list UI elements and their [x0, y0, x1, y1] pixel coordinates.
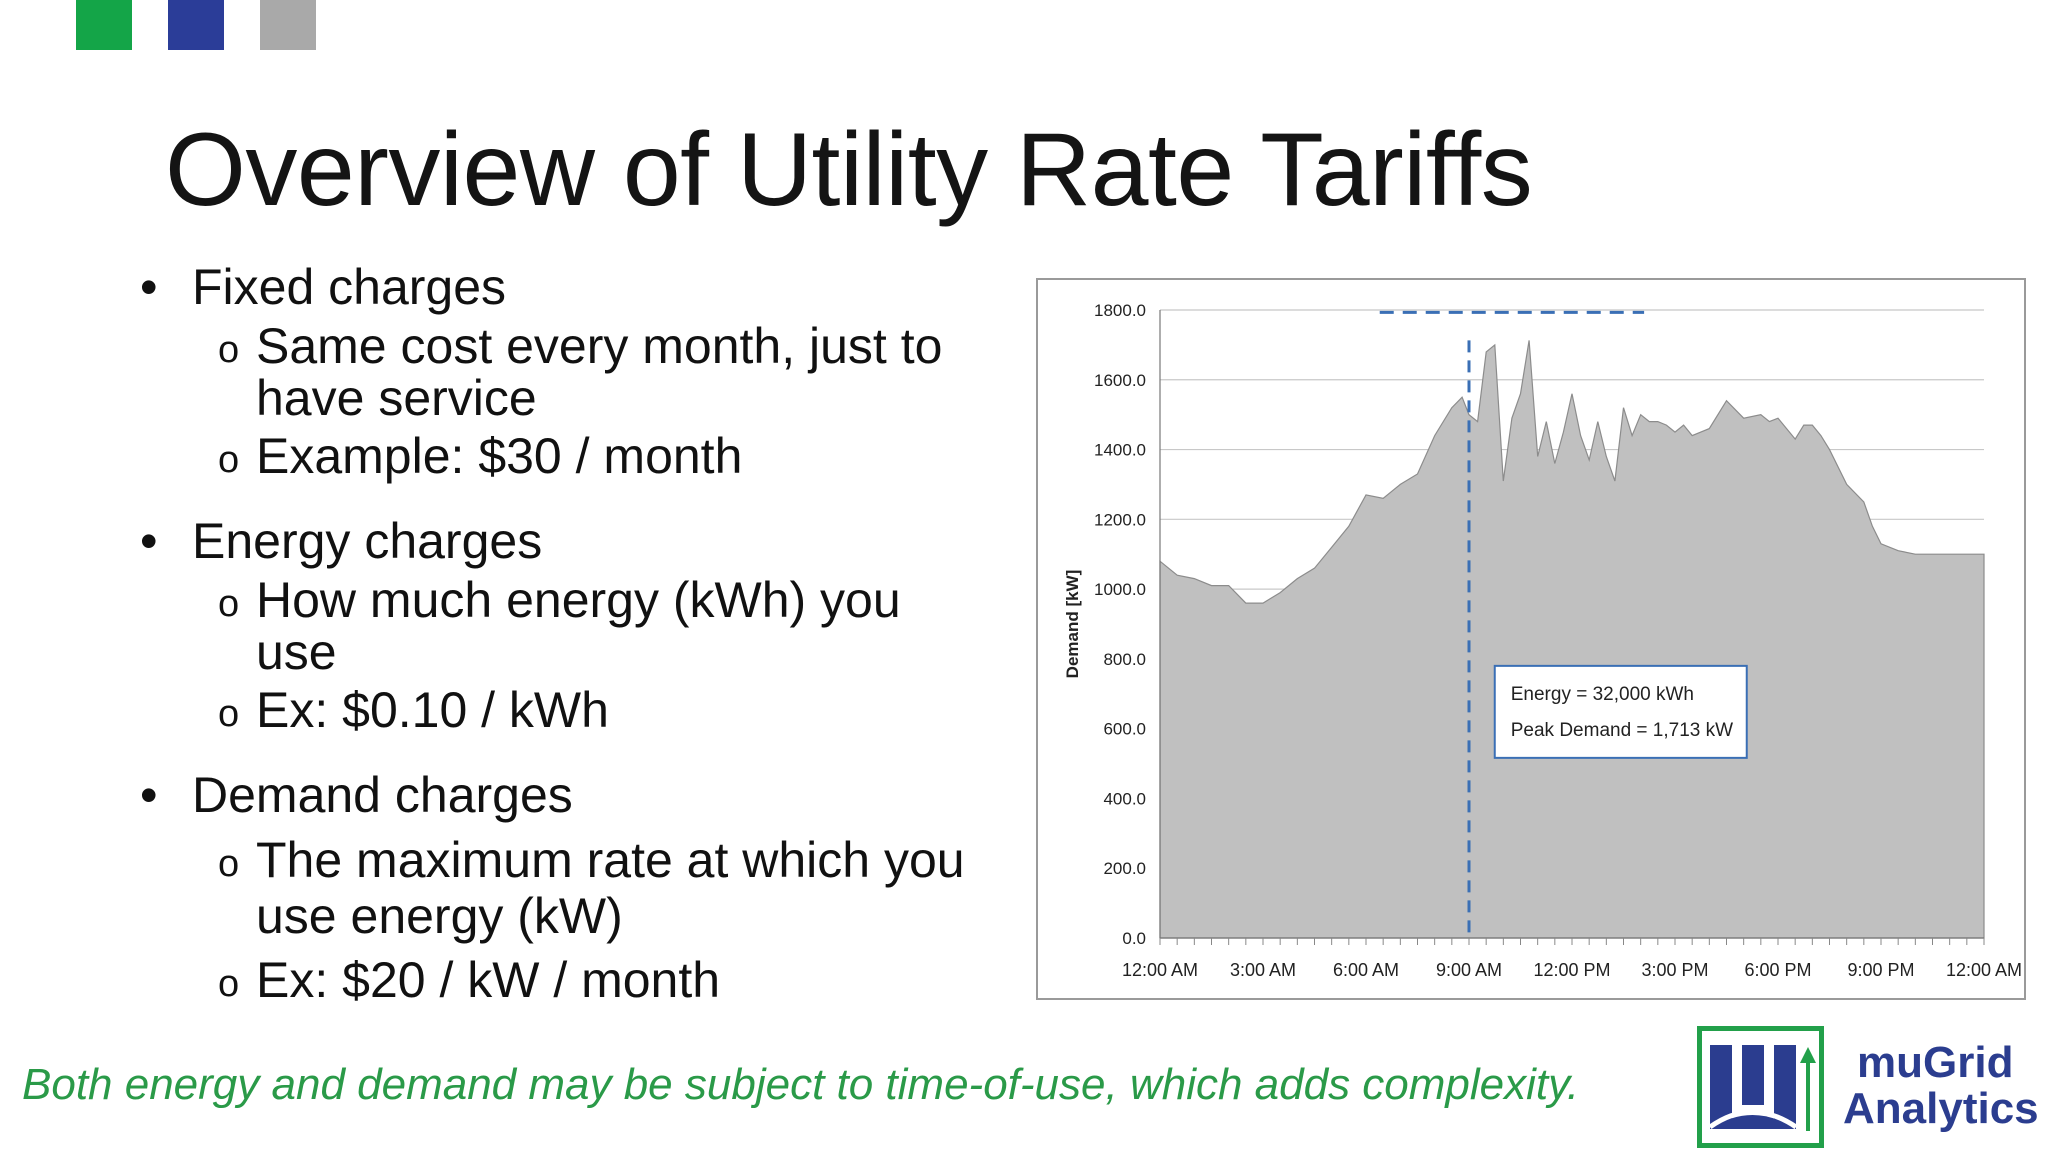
x-tick-label: 9:00 AM	[1436, 960, 1502, 980]
chart-annotation: Energy = 32,000 kWh Peak Demand = 1,713 k…	[1493, 664, 1748, 759]
x-tick-label: 12:00 AM	[1122, 960, 1198, 980]
y-tick-label: 1000.0	[1094, 580, 1146, 599]
x-tick-label: 9:00 PM	[1847, 960, 1914, 980]
circle-bullet-icon: o	[218, 583, 240, 625]
circle-bullet-icon: o	[218, 693, 240, 735]
demand-chart-svg: 0.0 200.0 400.0 600.0 800.0 1000.0 1200.0 1400.…	[1063, 301, 2022, 980]
y-tick-label: 200.0	[1103, 859, 1146, 878]
sub-bullet-text: have service	[256, 370, 537, 426]
y-tick-label: 0.0	[1122, 929, 1146, 948]
circle-bullet-icon: o	[218, 963, 240, 1005]
annotation-text: Energy = 32,000 kWh	[1511, 684, 1694, 705]
demand-area-series	[1159, 340, 1985, 939]
y-tick-label: 1800.0	[1094, 301, 1146, 320]
y-axis-label: Demand [kW]	[1063, 570, 1082, 679]
circle-bullet-icon: o	[218, 843, 240, 885]
bullet-list: Fixed charges o Same cost every month, j…	[140, 258, 1010, 1008]
y-tick-label: 1200.0	[1094, 510, 1146, 529]
sub-bullet-text: The maximum rate at which you	[256, 832, 965, 888]
x-tick-label: 3:00 AM	[1230, 960, 1296, 980]
x-tick-label: 12:00 PM	[1533, 960, 1610, 980]
annotation-box	[1493, 664, 1748, 759]
corner-square-gray	[260, 0, 316, 50]
bullet-demand-charges: Demand charges o The maximum rate at whi…	[140, 766, 1010, 1008]
logo-line-1: muGrid	[1857, 1038, 2014, 1087]
y-tick-label: 400.0	[1103, 789, 1146, 808]
bullet-heading: Demand charges	[140, 766, 1010, 824]
x-tick-label: 6:00 AM	[1333, 960, 1399, 980]
annotation-text: Peak Demand = 1,713 kW	[1511, 720, 1733, 741]
sub-bullet-text: Same cost every month, just to	[256, 318, 943, 374]
circle-bullet-icon: o	[218, 329, 240, 371]
bullet-energy-charges: Energy charges o How much energy (kWh) y…	[140, 512, 1010, 736]
y-tick-label: 800.0	[1103, 650, 1146, 669]
circle-bullet-icon: o	[218, 439, 240, 481]
bullet-fixed-charges: Fixed charges o Same cost every month, j…	[140, 258, 1010, 482]
sub-bullet: o Same cost every month, just to have se…	[140, 320, 1010, 424]
peak-marker	[1379, 310, 1645, 938]
corner-square-blue	[168, 0, 224, 50]
y-tick-label: 1400.0	[1094, 441, 1146, 460]
slide-title: Overview of Utility Rate Tariffs	[165, 112, 1533, 228]
sub-bullet-text: How much energy (kWh) you	[256, 572, 901, 628]
footer-note: Both energy and demand may be subject to…	[22, 1060, 1580, 1109]
y-tick-label: 1600.0	[1094, 371, 1146, 390]
sub-bullet: o Example: $30 / month	[140, 430, 1010, 482]
x-tick-label: 12:00 AM	[1946, 960, 2022, 980]
sub-bullet-text: use energy (kW)	[256, 888, 623, 944]
x-tick-label: 6:00 PM	[1744, 960, 1811, 980]
sub-bullet: o The maximum rate at which you use ener…	[140, 832, 1010, 944]
sub-bullet-text: Example: $30 / month	[256, 428, 743, 484]
corner-square-green	[76, 0, 132, 50]
chart-axes: 0.0 200.0 400.0 600.0 800.0 1000.0 1200.0 1400.…	[1063, 301, 2022, 980]
bullet-heading: Fixed charges	[140, 258, 1010, 316]
demand-chart: 0.0 200.0 400.0 600.0 800.0 1000.0 1200.0 1400.…	[1036, 278, 2026, 1000]
logo-mark-icon	[1708, 1045, 1816, 1131]
sub-bullet: o Ex: $0.10 / kWh	[140, 684, 1010, 736]
sub-bullet: o How much energy (kWh) you use	[140, 574, 1010, 678]
x-tick-label: 3:00 PM	[1641, 960, 1708, 980]
sub-bullet: o Ex: $20 / kW / month	[140, 952, 1010, 1008]
logo-wordmark: muGrid Analytics	[1843, 1040, 2039, 1132]
y-tick-label: 600.0	[1103, 720, 1146, 739]
bullet-heading: Energy charges	[140, 512, 1010, 570]
sub-bullet-text: use	[256, 624, 337, 680]
mugrid-logo-mark	[1697, 1026, 1824, 1148]
logo-line-2: Analytics	[1843, 1084, 2039, 1133]
sub-bullet-text: Ex: $20 / kW / month	[256, 952, 721, 1008]
sub-bullet-text: Ex: $0.10 / kWh	[256, 682, 609, 738]
